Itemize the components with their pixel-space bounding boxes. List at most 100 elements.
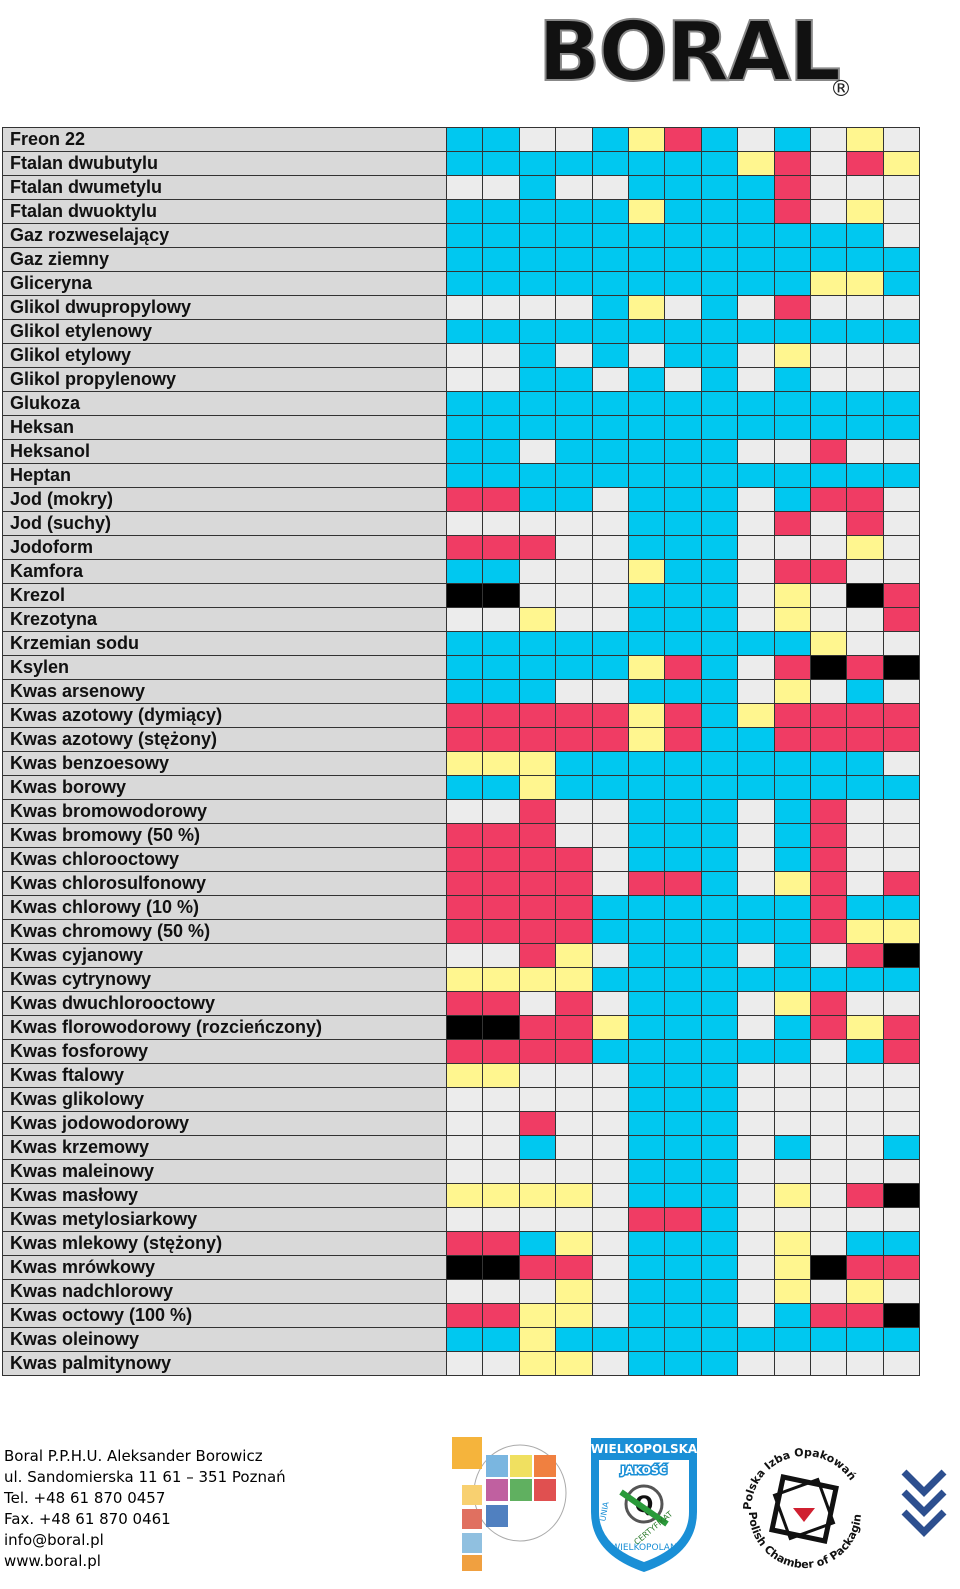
resistance-cell [555,1135,593,1160]
resistance-cell [882,463,921,488]
table-row: Kwas mrówkowy [2,1255,921,1280]
chemical-name: Jod (mokry) [2,487,447,512]
company-email[interactable]: info@boral.pl [4,1531,104,1549]
resistance-cell [700,1015,739,1040]
resistance-cell [445,919,484,944]
resistance-cell [773,1135,811,1160]
resistance-cell [591,1015,629,1040]
resistance-cell [737,439,775,464]
resistance-cell [482,967,520,992]
resistance-cell [555,751,593,776]
resistance-cell [591,967,629,992]
resistance-cell [591,703,629,728]
resistance-cell [591,655,629,680]
resistance-cell [627,343,666,368]
resistance-cell [555,415,593,440]
resistance-cell [591,991,629,1016]
resistance-cell [518,727,557,752]
resistance-cell [809,895,848,920]
resistance-cell [846,415,884,440]
resistance-cell [700,127,739,152]
resistance-cell [846,799,884,824]
table-row: Kwas jodowodorowy [2,1111,921,1136]
resistance-cell [555,1087,593,1112]
resistance-cell [482,1039,520,1064]
resistance-cell [846,223,884,248]
table-row: Kwas cytrynowy [2,967,921,992]
resistance-cell [700,535,739,560]
chemical-name: Freon 22 [2,127,447,152]
resistance-cell [591,1207,629,1232]
resistance-cell [627,511,666,536]
resistance-cell [627,271,666,296]
resistance-cell [482,679,520,704]
resistance-cell [664,247,702,272]
table-row: Gaz ziemny [2,247,921,272]
table-row: Kwas krzemowy [2,1135,921,1160]
resistance-cell [555,967,593,992]
resistance-cell [555,631,593,656]
resistance-cell [555,535,593,560]
resistance-cell [555,823,593,848]
resistance-cell [737,1159,775,1184]
resistance-cell [627,1087,666,1112]
resistance-cell [518,1135,557,1160]
resistance-cell [737,247,775,272]
resistance-cell [700,463,739,488]
resistance-cell [700,967,739,992]
resistance-cell [627,463,666,488]
resistance-cell [882,415,921,440]
resistance-cell [700,1063,739,1088]
resistance-cell [882,1159,921,1184]
resistance-cell [445,1159,484,1184]
resistance-cell [482,1159,520,1184]
chemical-name: Glikol etylenowy [2,319,447,344]
resistance-cell [846,919,884,944]
company-address: ul. Sandomierska 11 61 – 351 Poznań [4,1468,286,1486]
resistance-cell [518,535,557,560]
resistance-cell [737,391,775,416]
resistance-cell [445,1207,484,1232]
resistance-cell [555,1351,593,1376]
resistance-cell [664,271,702,296]
resistance-cell [809,799,848,824]
resistance-cell [518,583,557,608]
resistance-cell [773,751,811,776]
resistance-cell [445,1327,484,1352]
resistance-cell [591,727,629,752]
resistance-cell [591,871,629,896]
resistance-cell [627,1207,666,1232]
resistance-cell [700,751,739,776]
resistance-cell [591,271,629,296]
resistance-cell [445,271,484,296]
resistance-cell [664,823,702,848]
resistance-cell [882,1351,921,1376]
resistance-cell [846,127,884,152]
resistance-cell [445,199,484,224]
resistance-cell [664,799,702,824]
company-website[interactable]: www.boral.pl [4,1552,101,1570]
resistance-cell [664,1183,702,1208]
resistance-cell [737,199,775,224]
resistance-cell [773,487,811,512]
resistance-cell [664,511,702,536]
resistance-cell [773,703,811,728]
resistance-cell [737,1279,775,1304]
resistance-cell [482,559,520,584]
resistance-cell [445,535,484,560]
resistance-cell [555,1327,593,1352]
resistance-cell [591,895,629,920]
resistance-cell [846,1159,884,1184]
resistance-cell [664,631,702,656]
resistance-cell [482,1063,520,1088]
resistance-cell [700,1231,739,1256]
registered-mark: ® [830,77,852,102]
resistance-cell [627,559,666,584]
resistance-cell [737,1183,775,1208]
double-chevron-down-icon[interactable] [900,1468,948,1538]
resistance-cell [882,967,921,992]
resistance-cell [482,271,520,296]
resistance-cell [445,559,484,584]
chemical-name: Kwas cyjanowy [2,943,447,968]
resistance-cell [627,847,666,872]
